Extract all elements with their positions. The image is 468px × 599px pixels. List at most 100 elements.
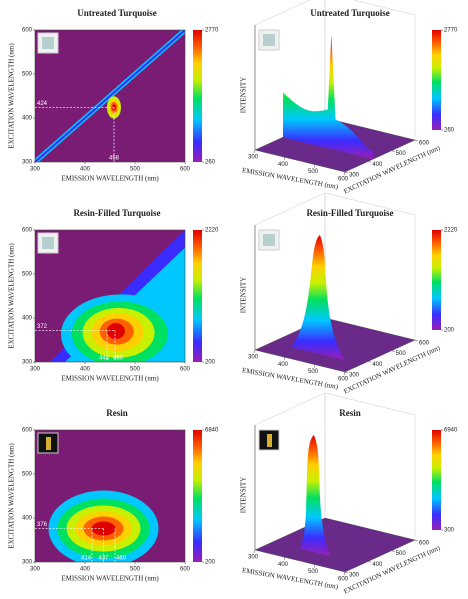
x-tick [343, 371, 346, 376]
x-tick-label: 600 [180, 367, 191, 373]
y-tick-label: 400 [22, 316, 33, 322]
annotation-label: 376 [37, 522, 48, 528]
x-tick-label: 600 [338, 177, 349, 183]
chart-title: Resin-Filled Turquoise [306, 208, 393, 218]
x-axis-label: EMISSION WAVELENGTH (nm) [61, 575, 159, 583]
y-tick-label: 300 [349, 173, 360, 179]
chart-title: Untreated Turquoise [310, 8, 389, 18]
colorbar [193, 430, 202, 562]
stone [42, 37, 54, 49]
y-tick-label: 600 [22, 228, 33, 234]
colorbar-tick-label: 260 [444, 128, 455, 134]
y-axis-label: EXCITATION WAVELENGTH (nm) [8, 43, 16, 149]
x-tick-label: 500 [130, 367, 141, 373]
y-tick [391, 550, 395, 552]
y-tick [414, 339, 419, 342]
x-tick-label: 400 [278, 562, 289, 568]
x-tick-label: 300 [248, 155, 259, 161]
y-tick-label: 600 [419, 341, 430, 347]
chart-title: Untreated Turquoise [77, 8, 156, 18]
x-tick-label: 600 [338, 577, 349, 583]
annotation-label: 460 [116, 556, 127, 562]
colorbar-tick-label: 200 [444, 328, 455, 334]
x-tick [313, 164, 316, 168]
annotation-label: 460 [113, 356, 124, 362]
y-tick [344, 171, 349, 174]
y-tick [368, 361, 372, 363]
annotation-label: 372 [37, 324, 48, 330]
y-tick [344, 371, 349, 374]
colorbar-tick-label: 2220 [205, 228, 219, 234]
x-tick-label: 500 [130, 167, 141, 173]
y-tick-label: 400 [22, 516, 33, 522]
y-tick-label: 600 [22, 28, 33, 34]
colorbar-tick-label: 6940 [444, 428, 458, 434]
y-tick-label: 500 [22, 72, 33, 78]
colorbar-tick-label: 2770 [205, 28, 219, 34]
x-tick [343, 571, 346, 576]
colorbar [193, 230, 202, 362]
surface [291, 235, 346, 361]
x-tick [283, 557, 286, 561]
colorbar-tick-label: 200 [205, 560, 216, 566]
y-tick [344, 571, 349, 574]
annotation-label: 414 [81, 556, 92, 562]
y-tick-label: 400 [372, 362, 383, 368]
y-tick-label: 300 [349, 373, 360, 379]
y-tick [414, 539, 419, 542]
x-tick-label: 600 [338, 377, 349, 383]
x-tick-label: 400 [80, 367, 91, 373]
surface [283, 35, 373, 160]
colorbar [432, 230, 441, 330]
annotation-label: 424 [37, 101, 48, 107]
z-axis-label: INTENSITY [240, 477, 248, 514]
plot-frame [34, 429, 186, 563]
x-tick-label: 400 [278, 162, 289, 168]
z-axis-label: INTENSITY [240, 77, 248, 114]
x-tick-label: 600 [180, 167, 191, 173]
colorbar-tick-label: 260 [205, 160, 216, 166]
colorbar [193, 30, 202, 162]
colorbar-tick-label: 2220 [444, 228, 458, 234]
y-tick-label: 500 [396, 551, 407, 557]
x-axis-label: EMISSION WAVELENGTH (nm) [241, 366, 339, 391]
colorbar [432, 430, 441, 530]
back-wall [324, 0, 416, 141]
y-tick-label: 500 [22, 272, 33, 278]
x-tick-label: 500 [130, 567, 141, 573]
y-tick-label: 400 [22, 116, 33, 122]
y-tick-label: 600 [419, 541, 430, 547]
x-tick [343, 171, 346, 176]
x-tick-label: 500 [308, 369, 319, 375]
stone [263, 34, 275, 46]
colorbar-tick-label: 2770 [444, 28, 458, 34]
vial [267, 434, 272, 447]
y-tick-label: 500 [22, 472, 33, 478]
annotation-label: 437 [98, 556, 109, 562]
x-tick [283, 357, 286, 361]
x-axis-label: EMISSION WAVELENGTH (nm) [241, 166, 339, 191]
y-tick-label: 500 [396, 351, 407, 357]
x-tick-label: 500 [308, 169, 319, 175]
x-tick [313, 564, 316, 568]
stone [263, 234, 275, 246]
x-tick-label: 300 [30, 167, 41, 173]
y-tick-label: 300 [349, 573, 360, 579]
x-tick [283, 157, 286, 161]
y-tick [391, 350, 395, 352]
peak-contour [106, 323, 125, 340]
x-tick-label: 300 [30, 567, 41, 573]
x-tick-label: 500 [308, 569, 319, 575]
scatter-band-core [35, 30, 185, 162]
colorbar [432, 30, 441, 130]
x-axis-label: EMISSION WAVELENGTH (nm) [61, 375, 159, 383]
chart-title: Resin [106, 408, 128, 418]
x-tick-label: 400 [80, 567, 91, 573]
x-tick [253, 149, 256, 154]
x-tick-label: 600 [180, 567, 191, 573]
colorbar-tick-label: 6840 [205, 428, 219, 434]
plot-frame [34, 229, 186, 363]
x-axis-label: EMISSION WAVELENGTH (nm) [61, 175, 159, 183]
plot-area [35, 230, 185, 362]
